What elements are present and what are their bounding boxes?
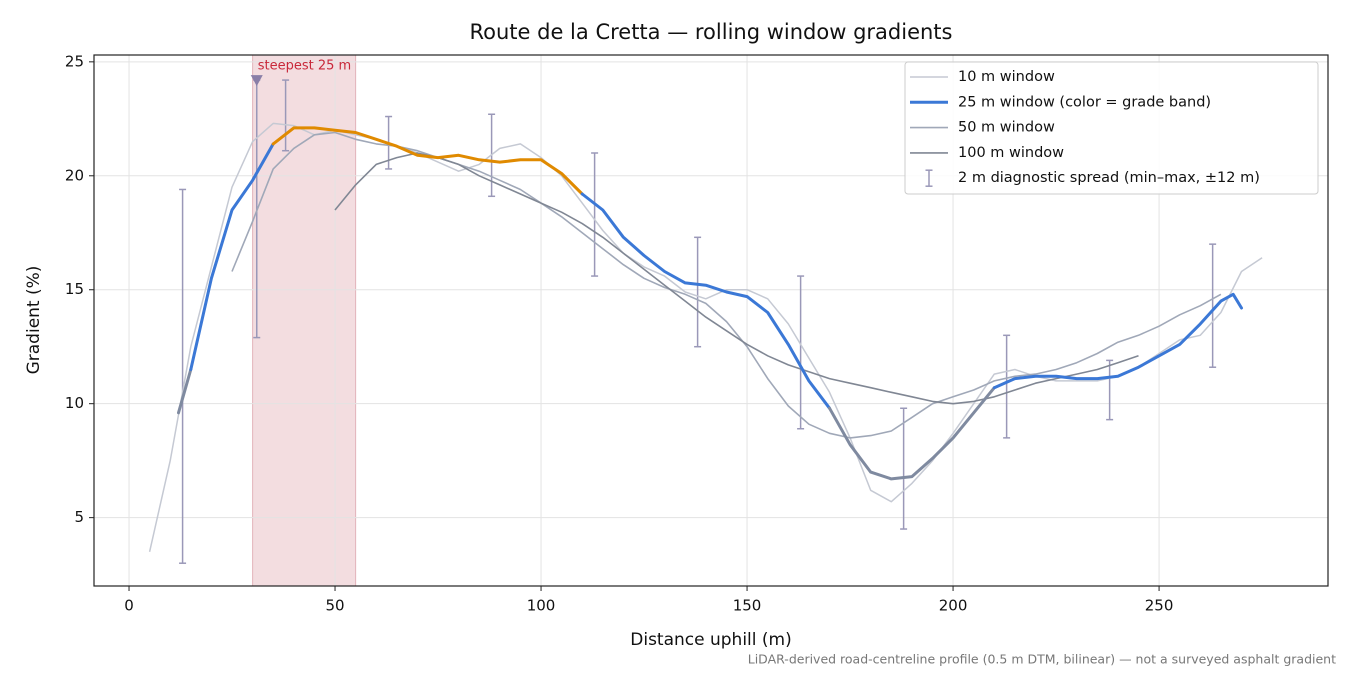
legend-label: 100 m window bbox=[958, 145, 1064, 161]
annotation-label: steepest 25 m bbox=[258, 59, 351, 74]
x-tick-label: 250 bbox=[1145, 597, 1174, 615]
error-bar bbox=[282, 79, 290, 152]
plot-frame bbox=[93, 54, 1329, 587]
legend-label: 25 m window (color = grade band) bbox=[958, 94, 1211, 110]
highlight-span bbox=[252, 54, 357, 587]
error-bar bbox=[797, 275, 805, 430]
series-line-segment bbox=[271, 126, 584, 196]
series-line bbox=[334, 152, 1139, 405]
y-axis-label: Gradient (%) bbox=[24, 266, 44, 375]
legend-label: 50 m window bbox=[958, 120, 1055, 136]
series-line-segment bbox=[189, 142, 275, 371]
x-tick-label: 150 bbox=[733, 597, 762, 615]
series-line-segment bbox=[828, 386, 996, 481]
y-tick-label: 15 bbox=[65, 280, 84, 298]
error-bar bbox=[1209, 243, 1217, 368]
y-tick-label: 10 bbox=[65, 394, 84, 412]
x-axis-label: Distance uphill (m) bbox=[630, 630, 791, 650]
series-line-segment bbox=[580, 192, 831, 410]
legend-label: 2 m diagnostic spread (min–max, ±12 m) bbox=[958, 170, 1260, 186]
legend-box bbox=[904, 61, 1319, 195]
error-bar bbox=[1003, 334, 1011, 439]
x-tick-label: 50 bbox=[325, 597, 344, 615]
legend-label: 10 m window bbox=[958, 69, 1055, 85]
annotation-marker bbox=[250, 75, 263, 87]
series-line-segment bbox=[992, 292, 1243, 390]
error-bar bbox=[591, 152, 599, 277]
x-tick-label: 0 bbox=[124, 597, 134, 615]
x-tick-label: 100 bbox=[527, 597, 556, 615]
x-tick-label: 200 bbox=[939, 597, 968, 615]
footnote: LiDAR-derived road-centreline profile (0… bbox=[748, 652, 1336, 667]
chart-title: Route de la Cretta — rolling window grad… bbox=[470, 20, 953, 44]
series-line-segment bbox=[177, 368, 193, 415]
error-bar bbox=[1106, 359, 1114, 421]
error-bar bbox=[179, 188, 187, 564]
error-bar bbox=[694, 236, 702, 348]
y-tick-label: 25 bbox=[65, 52, 84, 70]
error-bar bbox=[900, 407, 908, 530]
y-tick-label: 5 bbox=[74, 508, 84, 526]
y-tick-label: 20 bbox=[65, 166, 84, 184]
